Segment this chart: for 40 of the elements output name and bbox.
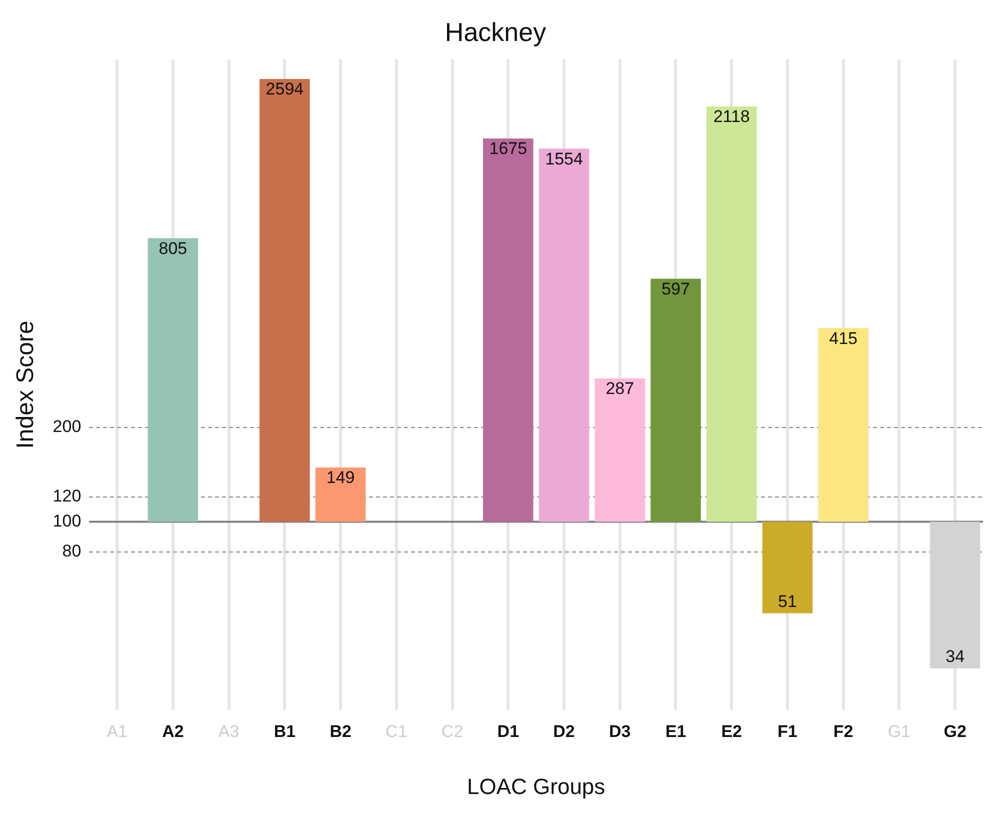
- data-label: 415: [829, 328, 858, 348]
- data-label: 2594: [266, 80, 304, 99]
- bar: [650, 278, 701, 522]
- y-axis-title: Index Score: [12, 320, 40, 449]
- x-tick-label: F1: [778, 722, 798, 742]
- x-tick-label: B1: [274, 722, 296, 742]
- x-tick-label: D3: [609, 722, 631, 742]
- data-label: 805: [158, 238, 188, 258]
- data-label: 2118: [713, 107, 750, 126]
- y-tick-label: 100: [52, 511, 82, 530]
- bar: [538, 148, 590, 522]
- bar: [762, 522, 813, 614]
- x-tick-label: E2: [721, 722, 742, 742]
- data-label: 149: [326, 468, 355, 488]
- bar: [315, 467, 366, 522]
- x-tick-label: D2: [553, 722, 575, 742]
- x-tick-label: A2: [162, 722, 184, 742]
- x-tick-label: B2: [330, 722, 352, 742]
- bar: [818, 328, 868, 522]
- bar: [483, 138, 534, 522]
- bar: [148, 238, 198, 522]
- y-tick-label: 80: [62, 542, 82, 561]
- data-label: 51: [778, 592, 797, 611]
- x-tick-label: E1: [665, 722, 686, 742]
- data-label: 34: [946, 647, 965, 666]
- data-label: 597: [662, 279, 690, 298]
- x-tick-label: G2: [944, 722, 966, 742]
- bar: [706, 106, 757, 522]
- y-tick-label: 120: [52, 486, 82, 506]
- data-label: 1554: [545, 149, 583, 168]
- data-label: 287: [606, 379, 634, 398]
- bar: [930, 522, 980, 668]
- x-tick-label: D1: [497, 722, 520, 742]
- bar: [260, 78, 310, 522]
- x-tick-label: F2: [833, 722, 854, 742]
- bar: [594, 378, 646, 522]
- x-axis-title: LOAC Groups: [466, 774, 606, 799]
- chart-title: Hackney: [444, 16, 546, 47]
- y-tick-label: 200: [52, 417, 82, 436]
- data-label: 1675: [489, 139, 528, 158]
